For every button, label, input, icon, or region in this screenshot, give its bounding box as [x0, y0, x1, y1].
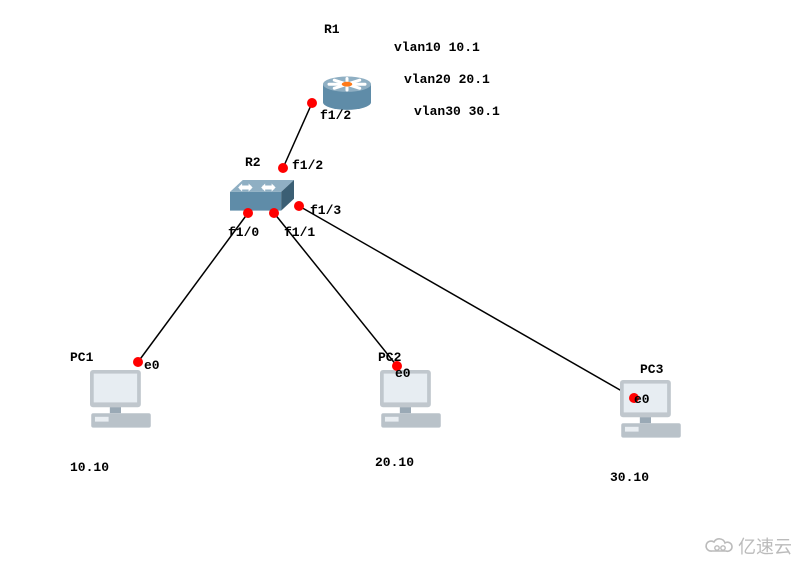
port-label: f1/3: [310, 203, 341, 218]
port-label: f1/1: [284, 225, 315, 240]
port-label: f1/2: [292, 158, 323, 173]
port-label: f1/2: [320, 108, 351, 123]
port-label: e0: [144, 358, 160, 373]
pc-icon: [90, 370, 151, 428]
vlan-info-line: vlan20 20.1: [404, 72, 490, 87]
cloud-icon: [704, 536, 734, 556]
vlan-info-line: vlan10 10.1: [394, 40, 480, 55]
router-icon: [323, 77, 371, 110]
port-label: f1/0: [228, 225, 259, 240]
pc-label: PC2: [378, 350, 401, 365]
switch-icon: [230, 180, 294, 211]
watermark: 亿速云: [704, 533, 792, 559]
pc-icon: [620, 380, 681, 438]
ip-label: 10.10: [70, 460, 109, 475]
vlan-info-line: vlan30 30.1: [414, 104, 500, 119]
port-label: e0: [395, 366, 411, 381]
router-label: R1: [324, 22, 340, 37]
ip-label: 30.10: [610, 470, 649, 485]
port-label: e0: [634, 392, 650, 407]
ip-label: 20.10: [375, 455, 414, 470]
watermark-text: 亿速云: [738, 533, 792, 559]
pc-label: PC3: [640, 362, 663, 377]
switch-label: R2: [245, 155, 261, 170]
topology-canvas: [0, 0, 800, 563]
pc-label: PC1: [70, 350, 93, 365]
